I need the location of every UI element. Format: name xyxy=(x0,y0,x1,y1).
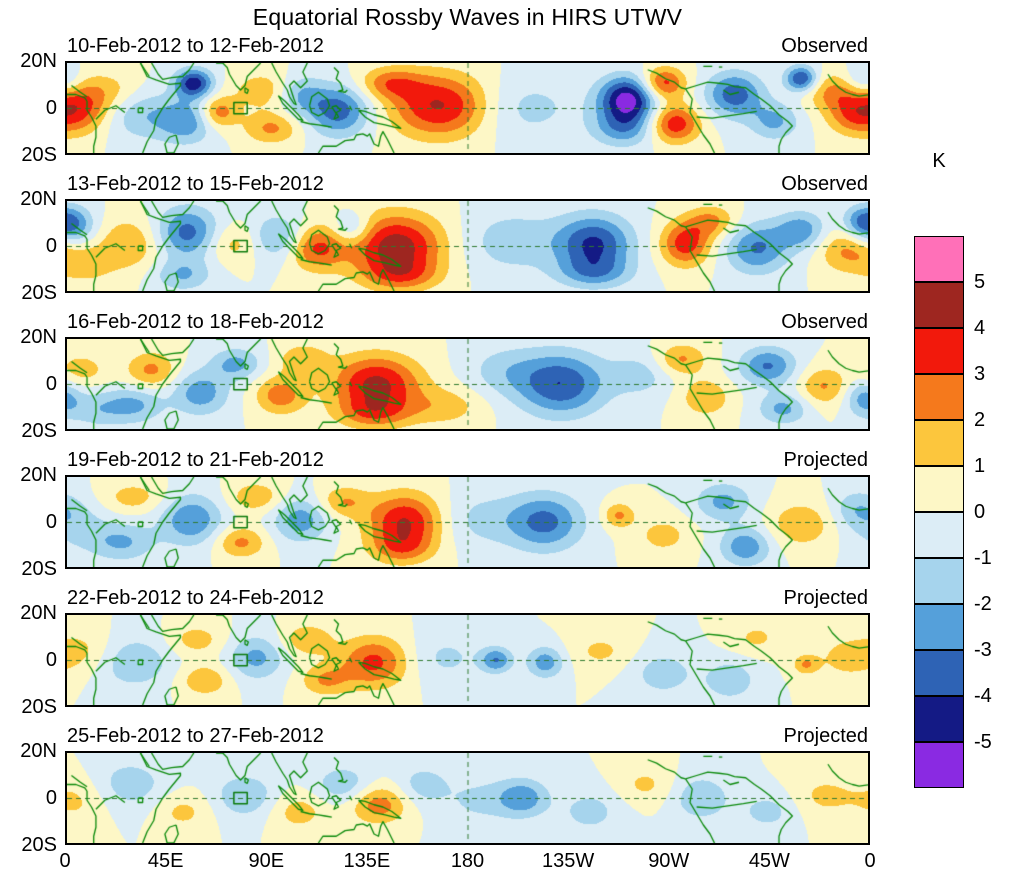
panel-date-label: 19-Feb-2012 to 21-Feb-2012 xyxy=(67,449,324,471)
map-frame xyxy=(65,751,870,845)
colorbar-swatch-11 xyxy=(914,742,964,788)
colorbar-swatch-8 xyxy=(914,604,964,650)
panel: 16-Feb-2012 to 18-Feb-2012 Observed 20N … xyxy=(0,310,1015,448)
colorbar-tick-label-6: -1 xyxy=(974,547,992,569)
colorbar-swatch-10 xyxy=(914,696,964,742)
colorbar-swatch-3 xyxy=(914,374,964,420)
colorbar-unit-label: K xyxy=(932,150,946,172)
y-tick-label-20n: 20N xyxy=(20,50,57,72)
map-frame xyxy=(65,337,870,431)
panel: 22-Feb-2012 to 24-Feb-2012 Projected 20N… xyxy=(0,586,1015,724)
y-tick-label-0: 0 xyxy=(45,649,57,671)
panel-tag-label: Observed xyxy=(781,311,868,333)
colorbar-swatch-0 xyxy=(914,236,964,282)
y-tick-label-0: 0 xyxy=(45,97,57,119)
y-tick-label-20n: 20N xyxy=(20,602,57,624)
panel-header: 19-Feb-2012 to 21-Feb-2012 Projected xyxy=(67,449,868,472)
map-canvas xyxy=(67,339,868,429)
y-tick-label-20n: 20N xyxy=(20,464,57,486)
colorbar-tick-label-3: 2 xyxy=(974,409,986,431)
y-tick-label-20s: 20S xyxy=(21,558,57,580)
colorbar-tick-label-7: -2 xyxy=(974,593,992,615)
y-tick-label-20s: 20S xyxy=(21,834,57,856)
panel-date-label: 25-Feb-2012 to 27-Feb-2012 xyxy=(67,725,324,747)
map-frame xyxy=(65,61,870,155)
y-tick-label-20s: 20S xyxy=(21,696,57,718)
panel-tag-label: Observed xyxy=(781,35,868,57)
y-tick-label-0: 0 xyxy=(45,373,57,395)
colorbar-swatch-9 xyxy=(914,650,964,696)
x-tick-label-0: 0 xyxy=(59,850,71,872)
panel: 25-Feb-2012 to 27-Feb-2012 Projected 20N… xyxy=(0,724,1015,862)
panel-tag-label: Projected xyxy=(783,725,869,747)
colorbar-swatch-7 xyxy=(914,558,964,604)
map-canvas xyxy=(67,63,868,153)
x-tick-label-4: 180 xyxy=(450,850,485,872)
panel-header: 25-Feb-2012 to 27-Feb-2012 Projected xyxy=(67,725,868,748)
x-tick-label-3: 135E xyxy=(343,850,391,872)
colorbar-tick-label-4: 1 xyxy=(974,455,986,477)
x-tick-label-2: 90E xyxy=(248,850,285,872)
colorbar: K 5 4 3 2 1 0 -1 -2 -3 -4 -5 xyxy=(912,148,1015,848)
figure-title: Equatorial Rossby Waves in HIRS UTWV xyxy=(252,4,683,30)
colorbar-swatch-4 xyxy=(914,420,964,466)
colorbar-swatch-2 xyxy=(914,328,964,374)
panel-tag-label: Projected xyxy=(783,449,869,471)
panel: 10-Feb-2012 to 12-Feb-2012 Observed 20N … xyxy=(0,34,1015,172)
panel-header: 16-Feb-2012 to 18-Feb-2012 Observed xyxy=(67,311,868,334)
y-tick-label-20n: 20N xyxy=(20,326,57,348)
panel-header: 22-Feb-2012 to 24-Feb-2012 Projected xyxy=(67,587,868,610)
y-tick-label-20s: 20S xyxy=(21,282,57,304)
map-canvas xyxy=(67,615,868,705)
map-canvas xyxy=(67,477,868,567)
panel-tag-label: Observed xyxy=(781,173,868,195)
x-axis: 0 45E 90E 135E 180 135W 90W 45W 0 xyxy=(0,850,1015,880)
x-tick-label-5: 135W xyxy=(542,850,595,872)
colorbar-tick-label-0: 5 xyxy=(974,271,986,293)
panel-date-label: 13-Feb-2012 to 15-Feb-2012 xyxy=(67,173,324,195)
colorbar-tick-label-8: -3 xyxy=(974,639,992,661)
panel-tag-label: Projected xyxy=(783,587,869,609)
panel: 19-Feb-2012 to 21-Feb-2012 Projected 20N… xyxy=(0,448,1015,586)
colorbar-tick-label-2: 3 xyxy=(974,363,986,385)
map-canvas xyxy=(67,201,868,291)
map-frame xyxy=(65,475,870,569)
y-tick-label-20s: 20S xyxy=(21,144,57,166)
panel-header: 10-Feb-2012 to 12-Feb-2012 Observed xyxy=(67,35,868,58)
y-tick-label-0: 0 xyxy=(45,511,57,533)
x-tick-label-6: 90W xyxy=(648,850,690,872)
y-tick-label-0: 0 xyxy=(45,235,57,257)
colorbar-swatch-5 xyxy=(914,466,964,512)
map-canvas xyxy=(67,753,868,843)
x-tick-label-8: 0 xyxy=(864,850,876,872)
colorbar-swatch-1 xyxy=(914,282,964,328)
colorbar-tick-label-1: 4 xyxy=(974,317,986,339)
panel-date-label: 16-Feb-2012 to 18-Feb-2012 xyxy=(67,311,324,333)
y-tick-label-20n: 20N xyxy=(20,740,57,762)
x-tick-label-7: 45W xyxy=(748,850,790,872)
x-tick-label-1: 45E xyxy=(147,850,184,872)
panel-date-label: 10-Feb-2012 to 12-Feb-2012 xyxy=(67,35,324,57)
panel-header: 13-Feb-2012 to 15-Feb-2012 Observed xyxy=(67,173,868,196)
colorbar-tick-label-9: -4 xyxy=(974,685,992,707)
y-tick-label-0: 0 xyxy=(45,787,57,809)
colorbar-tick-label-10: -5 xyxy=(974,731,992,753)
y-tick-label-20s: 20S xyxy=(21,420,57,442)
colorbar-tick-label-5: 0 xyxy=(974,501,986,523)
map-frame xyxy=(65,199,870,293)
colorbar-swatch-6 xyxy=(914,512,964,558)
panel: 13-Feb-2012 to 15-Feb-2012 Observed 20N … xyxy=(0,172,1015,310)
y-tick-label-20n: 20N xyxy=(20,188,57,210)
map-frame xyxy=(65,613,870,707)
panel-date-label: 22-Feb-2012 to 24-Feb-2012 xyxy=(67,587,324,609)
